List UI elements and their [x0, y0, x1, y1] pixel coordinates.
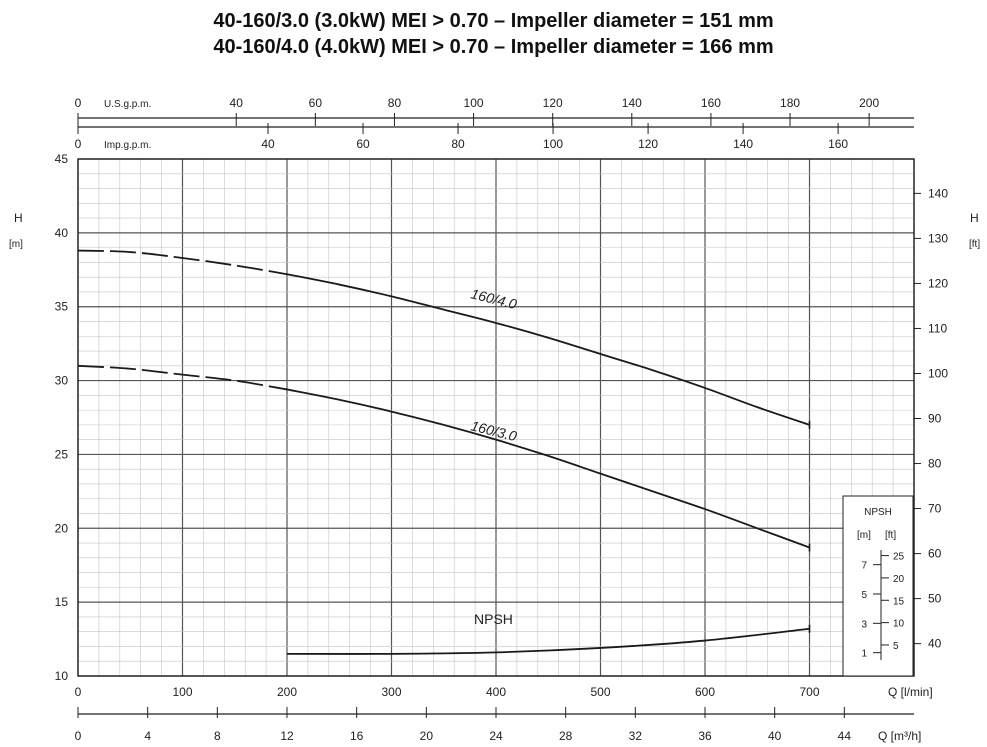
x-usgpm-tick-label: 120	[543, 96, 563, 110]
series-line-dashed-160-4-0	[77, 249, 288, 276]
y-left-tick-label: 20	[55, 521, 69, 535]
series-line-npsh	[286, 627, 810, 655]
x-m3h-tick-label: 0	[75, 729, 82, 743]
x-m3h-tick-label: 32	[629, 729, 643, 743]
x-usgpm-tick-label: 160	[701, 96, 721, 110]
x-main-tick-label: 500	[590, 685, 610, 699]
x-main-tick-label: 300	[381, 685, 401, 699]
series-label-npsh: NPSH	[474, 611, 513, 627]
x-main-tick-label: 400	[486, 685, 506, 699]
x-m3h-tick-label: 36	[698, 729, 712, 743]
x-impgpm-tick-label: 160	[828, 137, 848, 151]
x-usgpm-tick-label: 0	[75, 96, 82, 110]
x-impgpm-tick-label: 40	[261, 137, 275, 151]
y-left-tick-label: 30	[55, 374, 69, 388]
x-m3h-tick-label: 16	[350, 729, 364, 743]
x-usgpm-tick-label: 100	[464, 96, 484, 110]
y-right-tick-label: 120	[928, 276, 948, 290]
y-left-tick-label: 25	[55, 447, 69, 461]
x-main-tick-label: 100	[172, 685, 192, 699]
x-impgpm-tick-label: 120	[638, 137, 658, 151]
npsh-scale-unit-m: [m]	[857, 530, 871, 541]
npsh-scale-ft-label: 5	[893, 641, 899, 652]
npsh-scale: NPSH [m] [ft] 1 3 5 7 5 10 15 20 25	[842, 495, 914, 677]
npsh-scale-m-label: 1	[861, 649, 867, 660]
series-label-160-3-0: 160/3.0	[469, 417, 518, 444]
npsh-scale-m-label: 7	[861, 561, 867, 572]
y-right-tick-label: 70	[928, 502, 942, 516]
y-right-tick-label: 140	[928, 186, 948, 200]
x-main-axis-label: Q [l/min]	[888, 685, 933, 699]
npsh-scale-ft-label: 10	[893, 619, 905, 630]
plot-border	[77, 158, 915, 677]
x-m3h-axis-label: Q [m³/h]	[878, 729, 921, 743]
x-main-tick-label: 0	[75, 685, 82, 699]
y-left-tick-label: 40	[55, 226, 69, 240]
x-impgpm-tick-label: 100	[543, 137, 563, 151]
y-right-tick-label: 60	[928, 547, 942, 561]
x-m3h-tick-label: 40	[768, 729, 782, 743]
x-main-tick-label: 700	[799, 685, 819, 699]
chart-title-line-1: 40-160/3.0 (3.0kW) MEI > 0.70 – Impeller…	[213, 10, 774, 32]
series-line-160-4-0	[286, 273, 810, 426]
x-impgpm-tick-label: 80	[451, 137, 465, 151]
x-usgpm-tick-label: 200	[859, 96, 879, 110]
y-right-axis-label: H	[970, 211, 979, 225]
npsh-scale-m-label: 3	[861, 619, 867, 630]
x-impgpm-tick-label: 60	[356, 137, 370, 151]
x-impgpm-axis-label: Imp.g.p.m.	[104, 140, 151, 151]
x-m3h-tick-label: 24	[489, 729, 503, 743]
y-left-axis-unit: [m]	[9, 239, 23, 250]
y-right-tick-label: 50	[928, 592, 942, 606]
y-right-tick-label: 90	[928, 412, 942, 426]
chart-title-line-2: 40-160/4.0 (4.0kW) MEI > 0.70 – Impeller…	[213, 36, 774, 58]
y-right-tick-label: 130	[928, 231, 948, 245]
series-label-160-4-0: 160/4.0	[469, 285, 518, 312]
x-usgpm-axis-label: U.S.g.p.m.	[104, 99, 151, 110]
x-m3h-tick-label: 8	[214, 729, 221, 743]
x-main-tick-label: 600	[695, 685, 715, 699]
x-usgpm-tick-label: 60	[309, 96, 323, 110]
y-left-tick-label: 35	[55, 300, 69, 314]
x-m3h-tick-label: 20	[420, 729, 434, 743]
npsh-scale-ft-label: 20	[893, 574, 905, 585]
y-right-tick-label: 80	[928, 457, 942, 471]
series-line-160-3-0	[286, 388, 810, 549]
y-right-axis-unit: [ft]	[969, 239, 980, 250]
x-usgpm-tick-label: 180	[780, 96, 800, 110]
series: 160/4.0 160/3.0 NPSH	[77, 249, 811, 655]
y-left-axis-label: H	[14, 211, 23, 225]
x-usgpm-tick-label: 140	[622, 96, 642, 110]
y-right-tick-label: 100	[928, 366, 948, 380]
x-usgpm-tick-label: 40	[230, 96, 244, 110]
npsh-scale-ft-label: 15	[893, 596, 905, 607]
npsh-scale-box	[842, 495, 914, 677]
x-m3h-tick-label: 28	[559, 729, 573, 743]
y-left-tick-label: 45	[55, 152, 69, 166]
axes: 1015202530354045H[m]40506070809010011012…	[9, 96, 980, 743]
x-m3h-tick-label: 4	[144, 729, 151, 743]
x-usgpm-tick-label: 80	[388, 96, 402, 110]
npsh-scale-unit-ft: [ft]	[885, 530, 896, 541]
x-main-tick-label: 200	[277, 685, 297, 699]
y-left-tick-label: 10	[55, 669, 69, 683]
npsh-scale-m-label: 5	[861, 590, 867, 601]
npsh-scale-ft-label: 25	[893, 552, 905, 563]
y-right-tick-label: 40	[928, 637, 942, 651]
x-m3h-tick-label: 12	[280, 729, 294, 743]
x-m3h-tick-label: 44	[838, 729, 852, 743]
x-impgpm-tick-label: 0	[75, 137, 82, 151]
x-impgpm-tick-label: 140	[733, 137, 753, 151]
y-right-tick-label: 110	[928, 321, 947, 335]
npsh-scale-title: NPSH	[864, 507, 892, 518]
y-left-tick-label: 15	[55, 595, 69, 609]
plot-frame	[77, 158, 915, 677]
series-line-dashed-160-3-0	[77, 364, 288, 391]
